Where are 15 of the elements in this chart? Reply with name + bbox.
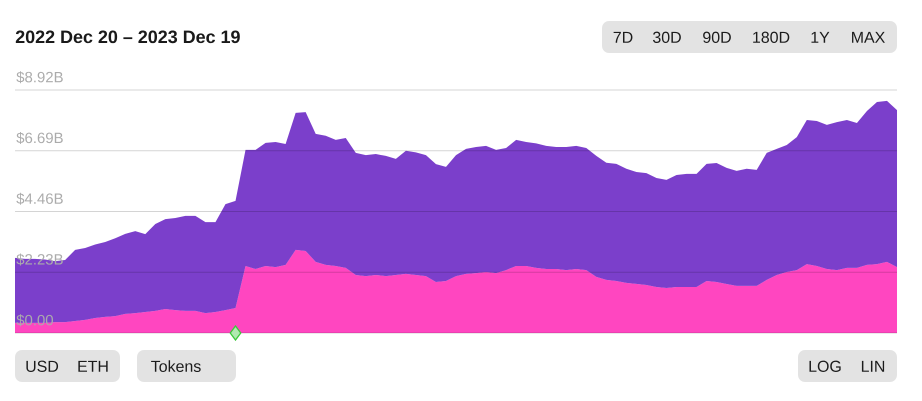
- text: 90D: [703, 32, 731, 43]
- y-tick-label: $8.92B: [16, 71, 63, 84]
- y-tick-label: $6.69B: [16, 132, 63, 144]
- text: Tokens: [151, 360, 201, 372]
- text: LOG: [809, 360, 841, 372]
- chart-title: 2022 Dec 20 – 2023 Dec 19: [16, 30, 240, 44]
- text: LIN: [862, 360, 884, 372]
- text: USD: [26, 360, 58, 372]
- text: MAX: [852, 32, 885, 43]
- text: 180D: [753, 32, 790, 43]
- text: ETH: [78, 360, 108, 372]
- text: 30D: [652, 32, 681, 43]
- text: 7D: [614, 32, 632, 43]
- text: 1Y: [811, 32, 830, 43]
- y-tick-label: $4.46B: [16, 192, 63, 205]
